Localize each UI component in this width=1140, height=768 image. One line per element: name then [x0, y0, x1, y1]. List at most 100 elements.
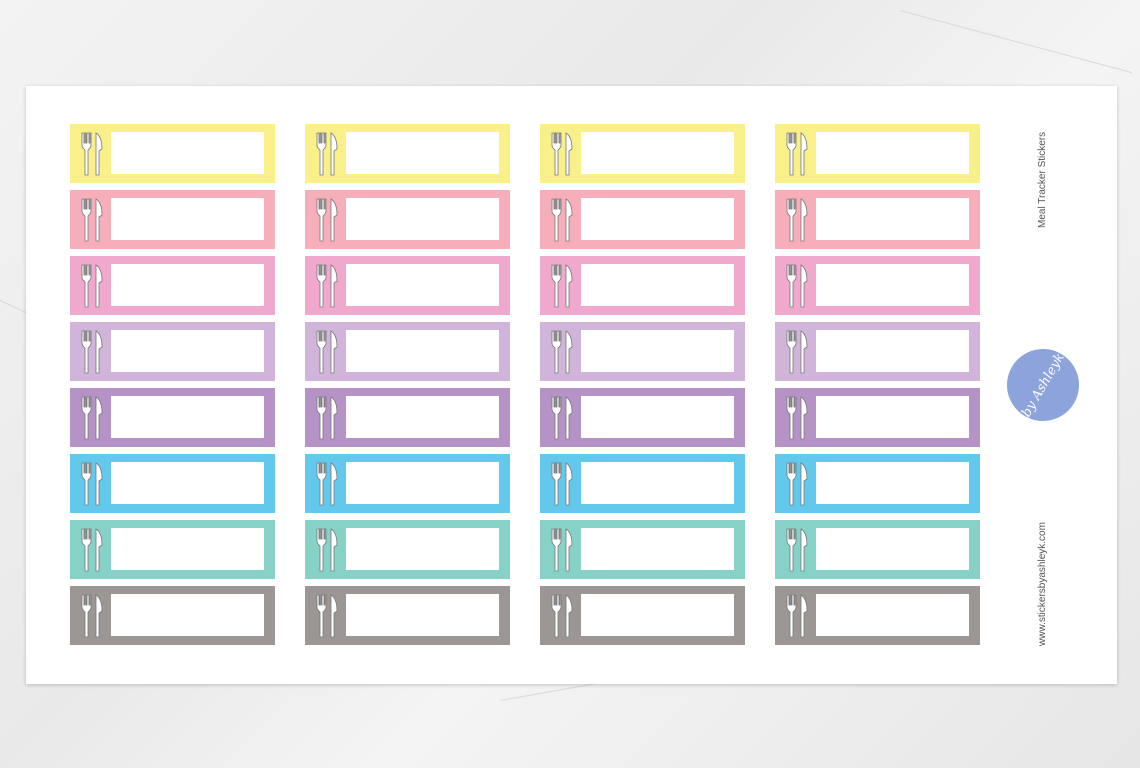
sticker-write-area: [111, 528, 264, 570]
meal-sticker: [775, 322, 980, 381]
sticker-write-area: [111, 594, 264, 636]
fork-knife-icon: [786, 594, 808, 638]
fork-knife-icon: [786, 198, 808, 242]
fork-knife-icon: [81, 396, 103, 440]
fork-knife-icon: [551, 330, 573, 374]
meal-sticker: [305, 454, 510, 513]
sticker-write-area: [346, 264, 499, 306]
sticker-write-area: [581, 264, 734, 306]
fork-knife-icon: [786, 264, 808, 308]
sticker-write-area: [816, 396, 969, 438]
sticker-write-area: [346, 462, 499, 504]
meal-sticker: [305, 520, 510, 579]
meal-sticker: [540, 454, 745, 513]
meal-sticker: [540, 190, 745, 249]
logo-text: by Ashleyk: [1018, 350, 1068, 420]
fork-knife-icon: [551, 396, 573, 440]
fork-knife-icon: [81, 330, 103, 374]
sticker-write-area: [111, 396, 264, 438]
sticker-write-area: [581, 462, 734, 504]
meal-sticker: [70, 190, 275, 249]
fork-knife-icon: [551, 198, 573, 242]
sticker-write-area: [816, 594, 969, 636]
sticker-write-area: [111, 264, 264, 306]
sticker-write-area: [816, 264, 969, 306]
sticker-write-area: [346, 330, 499, 372]
meal-sticker: [70, 586, 275, 645]
sticker-write-area: [816, 528, 969, 570]
meal-sticker: [540, 520, 745, 579]
sticker-write-area: [581, 132, 734, 174]
fork-knife-icon: [81, 132, 103, 176]
meal-sticker: [70, 388, 275, 447]
sticker-write-area: [346, 396, 499, 438]
marble-vein: [899, 10, 1132, 74]
meal-sticker: [775, 124, 980, 183]
sticker-write-area: [346, 594, 499, 636]
fork-knife-icon: [786, 132, 808, 176]
fork-knife-icon: [81, 594, 103, 638]
meal-sticker: [775, 454, 980, 513]
fork-knife-icon: [551, 462, 573, 506]
sticker-write-area: [581, 396, 734, 438]
sticker-write-area: [581, 594, 734, 636]
sticker-write-area: [111, 462, 264, 504]
fork-knife-icon: [316, 198, 338, 242]
meal-sticker: [305, 190, 510, 249]
sticker-write-area: [111, 132, 264, 174]
website-text: www.stickersbyashleyk.com: [1037, 522, 1048, 646]
fork-knife-icon: [316, 264, 338, 308]
sticker-write-area: [111, 330, 264, 372]
fork-knife-icon: [81, 528, 103, 572]
sticker-write-area: [111, 198, 264, 240]
fork-knife-icon: [551, 528, 573, 572]
meal-sticker: [775, 520, 980, 579]
fork-knife-icon: [551, 132, 573, 176]
fork-knife-icon: [786, 462, 808, 506]
sticker-write-area: [816, 198, 969, 240]
sticker-sheet: Meal Tracker Stickers by Ashleyk www.sti…: [26, 86, 1117, 684]
meal-sticker: [305, 586, 510, 645]
fork-knife-icon: [81, 462, 103, 506]
fork-knife-icon: [316, 594, 338, 638]
meal-sticker: [305, 256, 510, 315]
fork-knife-icon: [81, 264, 103, 308]
meal-sticker: [305, 124, 510, 183]
meal-sticker: [305, 388, 510, 447]
fork-knife-icon: [81, 198, 103, 242]
sticker-write-area: [346, 198, 499, 240]
fork-knife-icon: [786, 396, 808, 440]
fork-knife-icon: [786, 528, 808, 572]
fork-knife-icon: [316, 132, 338, 176]
sheet-title: Meal Tracker Stickers: [1037, 131, 1048, 228]
meal-sticker: [540, 322, 745, 381]
fork-knife-icon: [316, 330, 338, 374]
sticker-write-area: [816, 462, 969, 504]
fork-knife-icon: [316, 528, 338, 572]
fork-knife-icon: [316, 462, 338, 506]
meal-sticker: [775, 256, 980, 315]
fork-knife-icon: [551, 594, 573, 638]
meal-sticker: [775, 586, 980, 645]
sticker-write-area: [816, 132, 969, 174]
meal-sticker: [70, 322, 275, 381]
meal-sticker: [540, 124, 745, 183]
meal-sticker: [775, 190, 980, 249]
meal-sticker: [70, 520, 275, 579]
sticker-write-area: [816, 330, 969, 372]
meal-sticker: [305, 322, 510, 381]
sticker-write-area: [346, 132, 499, 174]
brand-logo: by Ashleyk: [993, 335, 1093, 435]
sticker-write-area: [581, 330, 734, 372]
meal-sticker: [70, 124, 275, 183]
fork-knife-icon: [316, 396, 338, 440]
meal-sticker: [70, 256, 275, 315]
fork-knife-icon: [551, 264, 573, 308]
meal-sticker: [775, 388, 980, 447]
meal-sticker: [540, 388, 745, 447]
meal-sticker: [540, 256, 745, 315]
fork-knife-icon: [786, 330, 808, 374]
sticker-write-area: [581, 198, 734, 240]
meal-sticker: [540, 586, 745, 645]
sticker-write-area: [581, 528, 734, 570]
